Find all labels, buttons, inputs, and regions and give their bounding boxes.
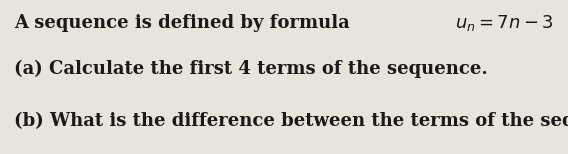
Text: (a) Calculate the first 4 terms of the sequence.: (a) Calculate the first 4 terms of the s… [14,60,488,78]
Text: (b) What is the difference between the terms of the sequence?: (b) What is the difference between the t… [14,112,568,130]
Text: A sequence is defined by formula: A sequence is defined by formula [14,14,356,32]
Text: $u_n = 7n - 3$: $u_n = 7n - 3$ [456,13,554,33]
